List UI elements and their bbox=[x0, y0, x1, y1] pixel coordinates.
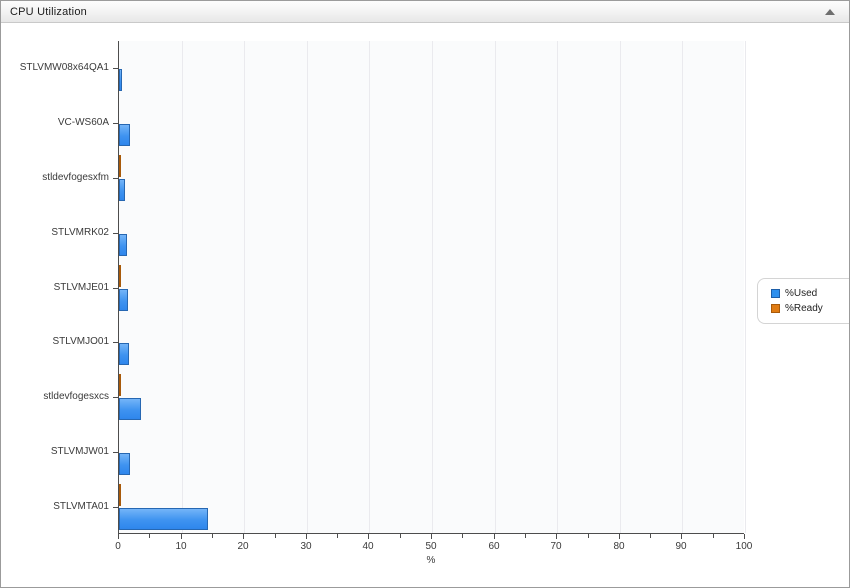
category-tick bbox=[113, 123, 118, 124]
x-minor-tick bbox=[525, 534, 526, 538]
bar-used bbox=[119, 234, 127, 256]
x-minor-tick bbox=[713, 534, 714, 538]
x-tick-label: 0 bbox=[115, 541, 121, 552]
gridline bbox=[745, 41, 746, 533]
x-tick-label: 70 bbox=[550, 541, 562, 552]
gridline bbox=[495, 41, 496, 533]
category-tick bbox=[113, 397, 118, 398]
x-tick-label: 90 bbox=[675, 541, 687, 552]
x-tick-label: 100 bbox=[735, 541, 753, 552]
category-tick bbox=[113, 342, 118, 343]
category-tick bbox=[113, 68, 118, 69]
x-minor-tick bbox=[275, 534, 276, 538]
category-label: STLVMJW01 bbox=[50, 446, 109, 457]
bar-ready bbox=[119, 484, 121, 506]
category-label: stldevfogesxcs bbox=[43, 391, 109, 402]
category-tick bbox=[113, 288, 118, 289]
x-major-tick bbox=[243, 534, 244, 539]
bar-used bbox=[119, 453, 130, 475]
x-tick-label: 50 bbox=[425, 541, 437, 552]
collapse-up-icon bbox=[825, 9, 835, 15]
category-tick bbox=[113, 507, 118, 508]
gridline bbox=[182, 41, 183, 533]
bar-ready bbox=[119, 265, 121, 287]
category-label: STLVMTA01 bbox=[53, 501, 109, 512]
legend-item-ready: %Ready bbox=[771, 301, 849, 316]
x-tick-label: 30 bbox=[300, 541, 312, 552]
x-major-tick bbox=[681, 534, 682, 539]
x-minor-tick bbox=[650, 534, 651, 538]
legend-label-ready: %Ready bbox=[785, 303, 823, 314]
panel-title: CPU Utilization bbox=[10, 5, 87, 18]
category-label: STLVMJE01 bbox=[53, 282, 109, 293]
x-major-tick bbox=[494, 534, 495, 539]
x-major-tick bbox=[368, 534, 369, 539]
gridline bbox=[620, 41, 621, 533]
x-tick-label: 60 bbox=[488, 541, 500, 552]
x-minor-tick bbox=[462, 534, 463, 538]
x-tick-label: 20 bbox=[237, 541, 249, 552]
category-tick bbox=[113, 178, 118, 179]
x-major-tick bbox=[744, 534, 745, 539]
x-minor-tick bbox=[212, 534, 213, 538]
gridline bbox=[244, 41, 245, 533]
category-label: VC-WS60A bbox=[57, 117, 109, 128]
x-minor-tick bbox=[588, 534, 589, 538]
x-tick-label: 10 bbox=[175, 541, 187, 552]
panel-header: CPU Utilization bbox=[1, 1, 849, 23]
bar-ready bbox=[119, 155, 121, 177]
legend-label-used: %Used bbox=[785, 288, 818, 299]
x-major-tick bbox=[118, 534, 119, 539]
bar-used bbox=[119, 124, 130, 146]
bar-used bbox=[119, 398, 141, 420]
x-minor-tick bbox=[337, 534, 338, 538]
plot-area bbox=[118, 41, 746, 534]
category-label: STLVMJO01 bbox=[52, 336, 110, 347]
category-tick bbox=[113, 233, 118, 234]
chart-legend: %Used %Ready bbox=[757, 278, 849, 324]
x-tick-label: 40 bbox=[362, 541, 374, 552]
bar-ready bbox=[119, 374, 121, 396]
category-label: stldevfogesxfm bbox=[42, 172, 109, 183]
x-major-tick bbox=[431, 534, 432, 539]
category-label: STLVMRK02 bbox=[51, 227, 109, 238]
x-major-tick bbox=[556, 534, 557, 539]
collapse-button[interactable] bbox=[821, 6, 839, 18]
gridline bbox=[557, 41, 558, 533]
bar-used bbox=[119, 508, 208, 530]
category-tick bbox=[113, 452, 118, 453]
x-minor-tick bbox=[149, 534, 150, 538]
category-label: STLVMW08x64QA1 bbox=[19, 62, 109, 73]
bar-used bbox=[119, 343, 129, 365]
x-major-tick bbox=[181, 534, 182, 539]
gridline bbox=[369, 41, 370, 533]
x-tick-label: 80 bbox=[613, 541, 625, 552]
x-minor-tick bbox=[400, 534, 401, 538]
legend-item-used: %Used bbox=[771, 286, 849, 301]
used-swatch-icon bbox=[771, 289, 780, 298]
x-major-tick bbox=[306, 534, 307, 539]
x-major-tick bbox=[619, 534, 620, 539]
bar-used bbox=[119, 289, 128, 311]
x-axis-title: % bbox=[426, 555, 436, 566]
bar-used bbox=[119, 69, 122, 91]
bar-used bbox=[119, 179, 125, 201]
gridline bbox=[432, 41, 433, 533]
chart-region: STLVMW08x64QA1 VC-WS60A stldevfogesxfm STLV… bbox=[1, 23, 849, 587]
gridline bbox=[307, 41, 308, 533]
ready-swatch-icon bbox=[771, 304, 780, 313]
gridline bbox=[682, 41, 683, 533]
